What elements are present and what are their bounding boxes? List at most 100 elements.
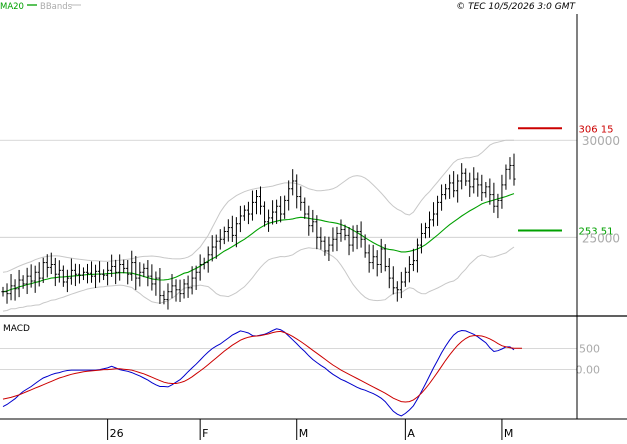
ohlc-bar bbox=[311, 209, 315, 233]
ohlc-bar bbox=[29, 264, 33, 288]
ohlc-bar bbox=[387, 258, 391, 289]
ohlc-bar bbox=[206, 246, 210, 273]
ohlc-bar bbox=[383, 244, 387, 272]
legend: MA20 BBands bbox=[0, 2, 81, 12]
ohlc-bar bbox=[114, 259, 118, 285]
ohlc-bar bbox=[299, 186, 303, 211]
ohlc-bar bbox=[448, 174, 452, 199]
bollinger-bands bbox=[2, 139, 515, 312]
ohlc-bar bbox=[512, 153, 516, 186]
ohlc-bar bbox=[41, 257, 45, 283]
ohlc-bar bbox=[443, 183, 448, 200]
price-grid bbox=[0, 139, 577, 238]
legend-bb-label: BBands bbox=[40, 2, 73, 12]
ohlc-bar bbox=[218, 229, 222, 250]
ohlc-bar bbox=[158, 268, 162, 304]
ohlc-bar bbox=[89, 261, 94, 283]
ohlc-bar bbox=[246, 201, 251, 225]
ohlc-bar bbox=[504, 164, 508, 190]
ohlc-bar bbox=[122, 259, 126, 274]
price-tick-label-0: 25000 bbox=[582, 231, 620, 245]
ohlc-bar bbox=[379, 238, 383, 273]
ohlc-bar bbox=[21, 275, 25, 289]
ma20-path bbox=[2, 193, 515, 293]
ohlc-bar bbox=[1, 286, 5, 297]
ohlc-bar bbox=[484, 181, 488, 198]
x-tick-label-1: F bbox=[202, 427, 208, 440]
ohlc-bar bbox=[9, 274, 13, 301]
ohlc-bar bbox=[186, 275, 190, 298]
ohlc-bar bbox=[166, 283, 170, 310]
ohlc-bar bbox=[134, 255, 138, 290]
ohlc-bar bbox=[250, 190, 255, 221]
ohlc-bar bbox=[270, 200, 275, 225]
x-tick-label-0: 26 bbox=[110, 427, 124, 440]
ohlc-bar bbox=[439, 184, 444, 211]
ohlc-bar bbox=[45, 254, 49, 278]
ohlc-bar bbox=[126, 260, 130, 285]
ohlc-bar bbox=[202, 257, 206, 270]
target-label-resistance: 306 15 bbox=[579, 124, 614, 135]
ohlc-bar bbox=[130, 250, 134, 281]
ohlc-bar bbox=[295, 174, 299, 209]
ohlc-bar bbox=[174, 279, 178, 302]
x-tick-label-4: M bbox=[504, 427, 514, 440]
ohlc-bar bbox=[242, 205, 247, 221]
ohlc-bar bbox=[25, 267, 29, 295]
ohlc-bar bbox=[347, 227, 351, 256]
ohlc-bar bbox=[303, 197, 307, 219]
x-axis: 26 F M A M bbox=[107, 419, 514, 440]
ohlc-bar bbox=[492, 182, 496, 213]
ohlc-bar bbox=[65, 269, 69, 293]
ohlc-bar bbox=[456, 174, 460, 203]
ohlc-bar bbox=[238, 205, 242, 233]
ohlc-bar bbox=[17, 269, 21, 298]
ohlc-bar bbox=[73, 263, 78, 287]
ohlc-bar bbox=[69, 258, 74, 285]
ohlc-bar bbox=[399, 271, 403, 299]
ohlc-bar bbox=[468, 172, 472, 197]
ohlc-bar bbox=[415, 238, 420, 273]
target-levels: 306 15 253 51 bbox=[518, 124, 614, 238]
ohlc-bar bbox=[427, 211, 432, 238]
ohlc-bar bbox=[476, 172, 480, 197]
ohlc-bar bbox=[391, 266, 395, 295]
ohlc-bar bbox=[403, 267, 407, 287]
ohlc-bar bbox=[210, 235, 214, 262]
ohlc-bar bbox=[146, 260, 150, 287]
ohlc-bar bbox=[307, 205, 311, 236]
ohlc-bar bbox=[182, 279, 186, 299]
macd-series-signal bbox=[2, 330, 522, 403]
macd-lines bbox=[2, 328, 522, 417]
ohlc-bar bbox=[371, 244, 375, 270]
ohlc-bar bbox=[53, 257, 57, 287]
ohlc-bar bbox=[234, 217, 238, 248]
ohlc-bar bbox=[106, 261, 110, 286]
ohlc-bar bbox=[37, 262, 41, 287]
ohlc-bar bbox=[480, 174, 484, 202]
x-tick-label-3: A bbox=[407, 427, 415, 440]
bb-upper-line bbox=[2, 139, 514, 273]
ohlc-bar bbox=[138, 262, 142, 287]
ohlc-bar bbox=[460, 163, 464, 190]
ohlc-bar bbox=[81, 267, 86, 281]
ohlc-bar bbox=[419, 223, 424, 254]
ohlc-bar bbox=[275, 199, 279, 224]
ohlc-bar bbox=[13, 279, 17, 301]
ohlc-bar bbox=[226, 219, 230, 242]
ohlc-bar bbox=[258, 186, 263, 215]
ohlc-bar bbox=[198, 254, 202, 281]
ohlc-bar bbox=[464, 168, 468, 186]
ohlc-bar bbox=[57, 260, 61, 283]
ohlc-bar bbox=[339, 219, 343, 242]
ohlc-bar bbox=[323, 236, 327, 256]
macd-tick-label-1: 500 bbox=[579, 343, 600, 356]
ohlc-bar bbox=[351, 225, 355, 252]
ohlc-bar bbox=[327, 236, 331, 262]
ohlc-bar bbox=[395, 281, 399, 302]
ohlc-bar bbox=[335, 226, 339, 252]
ohlc-bar bbox=[61, 265, 65, 287]
ohlc-bar bbox=[266, 209, 271, 232]
